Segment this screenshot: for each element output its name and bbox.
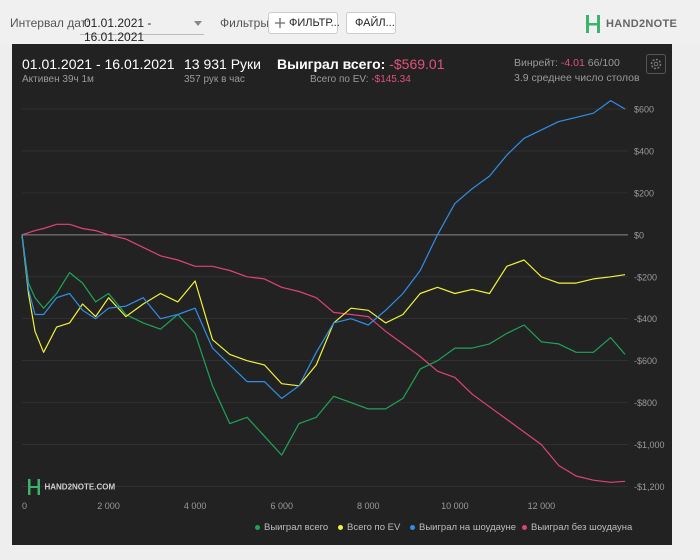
y-tick-label: -$1,000 [634, 440, 665, 450]
y-tick-label: $0 [634, 230, 644, 240]
filters-label: Фильтры: [220, 16, 273, 30]
chevron-down-icon [194, 21, 202, 26]
active-time: Активен 39ч 1м [22, 74, 94, 85]
won-total-label: Выиграл всего: [277, 56, 386, 72]
x-axis-ticks: 0 2 000 4 000 6 000 8 000 10 000 12 000 [22, 501, 555, 511]
y-tick-label: $600 [634, 104, 654, 114]
ev-total: Всего по EV: -$145.34 [310, 74, 411, 85]
file-button-label: ФАЙЛ... [355, 17, 395, 29]
series-line-2 [21, 99, 626, 399]
h2n-logo-icon [586, 15, 600, 33]
hands-count: 13 931 Руки [184, 56, 261, 72]
won-total: Выиграл всего: -$569.01 [277, 56, 445, 72]
legend-dot [255, 524, 260, 530]
graph-panel: 01.01.2021 - 16.01.2021 Активен 39ч 1м 1… [12, 44, 672, 545]
won-total-value: -$569.01 [389, 56, 445, 72]
winrate: Винрейт: -4.01 66/100 [514, 57, 620, 69]
summary-date-range: 01.01.2021 - 16.01.2021 [22, 56, 175, 72]
x-tick-label: 10 000 [441, 501, 469, 511]
legend-item-won[interactable]: Выиграл всего [255, 522, 328, 533]
legend-item-ev[interactable]: Всего по EV [338, 522, 400, 533]
x-tick-label: 2 000 [97, 501, 120, 511]
y-tick-label: $400 [634, 146, 654, 156]
legend-dot [338, 524, 343, 530]
legend-item-non-showdown[interactable]: Выиграл без шоудауна [522, 522, 632, 533]
y-axis-ticks: $600 $400 $200 $0 -$200 -$400 -$600 -$800 -$1,00… [634, 104, 665, 492]
legend-item-showdown[interactable]: Выиграл на шоудауне [410, 522, 516, 533]
legend-label: Всего по EV [347, 522, 401, 533]
chart-grid [22, 108, 628, 487]
filter-button-label: ФИЛЬТР... [289, 17, 340, 29]
series-line-0 [21, 234, 626, 456]
y-tick-label: $200 [634, 188, 654, 198]
gear-icon [650, 58, 662, 70]
legend-dot [410, 524, 415, 530]
x-tick-label: 8 000 [357, 501, 380, 511]
x-tick-label: 6 000 [270, 501, 293, 511]
settings-button[interactable] [646, 54, 666, 74]
date-range-value: 01.01.2021 - 16.01.2021 [84, 16, 152, 44]
ev-total-value: -$145.34 [371, 74, 411, 85]
series-line-3 [21, 223, 626, 483]
winrate-hands: 66/100 [587, 57, 620, 69]
y-tick-label: -$1,200 [634, 482, 665, 492]
hand2note-logo: HAND2NOTE [586, 15, 677, 33]
plus-icon [275, 18, 285, 28]
y-tick-label: -$600 [634, 356, 657, 366]
date-range-select[interactable]: 01.01.2021 - 16.01.2021 [80, 10, 204, 44]
winrate-value: -4.01 [560, 57, 585, 69]
top-toolbar: Интервал дат: 01.01.2021 - 16.01.2021 Фи… [0, 0, 700, 44]
x-tick-label: 4 000 [184, 501, 207, 511]
legend-dot [522, 524, 527, 530]
chart-series [21, 99, 626, 483]
y-tick-label: -$800 [634, 398, 657, 408]
avg-tables: 3.9 среднее число столов [514, 72, 640, 84]
watermark-text: HAND2NOTE.COM [44, 482, 116, 492]
y-tick-label: -$200 [634, 272, 657, 282]
y-tick-label: -$400 [634, 314, 657, 324]
legend-label: Выиграл без шоудауна [531, 522, 633, 533]
legend-label: Выиграл на шоудауне [419, 522, 517, 533]
x-tick-label: 12 000 [528, 501, 556, 511]
profit-chart: $600 $400 $200 $0 -$200 -$400 -$600 -$800 -$1,00… [21, 99, 665, 511]
filter-button[interactable]: ФИЛЬТР... [268, 12, 340, 34]
ev-total-label: Всего по EV: [310, 74, 369, 85]
watermark-logo: HAND2NOTE.COM [28, 478, 115, 496]
logo-text: HAND2NOTE [606, 18, 678, 30]
h2n-watermark-icon [28, 478, 40, 495]
x-tick-label: 0 [22, 501, 27, 511]
winrate-label: Винрейт: [514, 57, 558, 69]
file-button[interactable]: ФАЙЛ... [346, 12, 396, 34]
interval-label: Интервал дат: [10, 16, 90, 30]
series-line-1 [21, 234, 626, 387]
legend-label: Выиграл всего [264, 522, 329, 533]
hands-per-hour: 357 рук в час [184, 74, 245, 85]
